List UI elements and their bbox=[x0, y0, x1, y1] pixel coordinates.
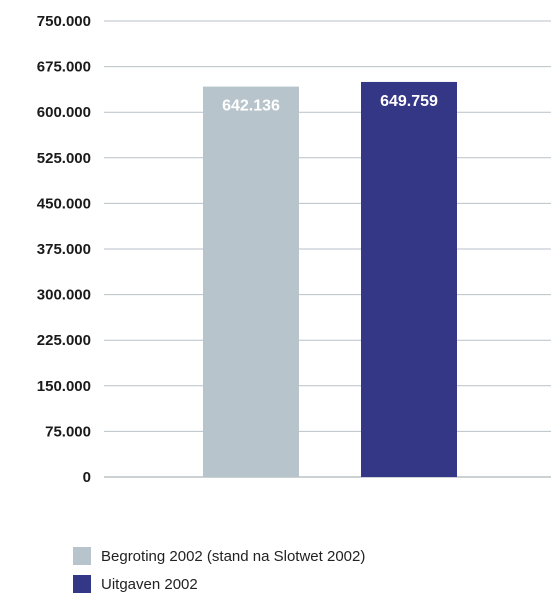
y-tick-label: 750.000 bbox=[37, 13, 91, 30]
y-tick-label: 225.000 bbox=[37, 332, 91, 349]
legend-label-begroting: Begroting 2002 (stand na Slotwet 2002) bbox=[101, 547, 366, 565]
gridlines bbox=[104, 20, 551, 478]
y-tick-label: 150.000 bbox=[37, 378, 91, 395]
y-tick-label: 675.000 bbox=[37, 59, 91, 76]
legend-swatch-begroting bbox=[73, 547, 91, 565]
y-tick-label: 525.000 bbox=[37, 150, 91, 167]
legend-item-uitgaven: Uitgaven 2002 bbox=[73, 574, 365, 594]
y-tick-label: 600.000 bbox=[37, 104, 91, 121]
bar bbox=[203, 86, 299, 478]
bars: 642.136 649.759 bbox=[203, 81, 457, 478]
y-tick-label: 375.000 bbox=[37, 241, 91, 258]
y-axis-ticks: 0 75.000 150.000 225.000 300.000 375.000 450.0… bbox=[37, 13, 91, 486]
y-tick-label: 300.000 bbox=[37, 287, 91, 304]
legend-label-uitgaven: Uitgaven 2002 bbox=[101, 575, 198, 593]
legend: Begroting 2002 (stand na Slotwet 2002) U… bbox=[73, 546, 365, 602]
bar-value-label: 649.759 bbox=[380, 93, 438, 110]
y-tick-label: 75.000 bbox=[45, 423, 91, 440]
legend-item-begroting: Begroting 2002 (stand na Slotwet 2002) bbox=[73, 546, 365, 566]
bar bbox=[361, 81, 457, 477]
bar-value-label: 642.136 bbox=[222, 98, 280, 115]
y-tick-label: 450.000 bbox=[37, 195, 91, 212]
bar-chart: 0 75.000 150.000 225.000 300.000 375.000 450.0… bbox=[37, 13, 551, 486]
y-tick-label: 0 bbox=[83, 469, 91, 486]
legend-swatch-uitgaven bbox=[73, 575, 91, 593]
